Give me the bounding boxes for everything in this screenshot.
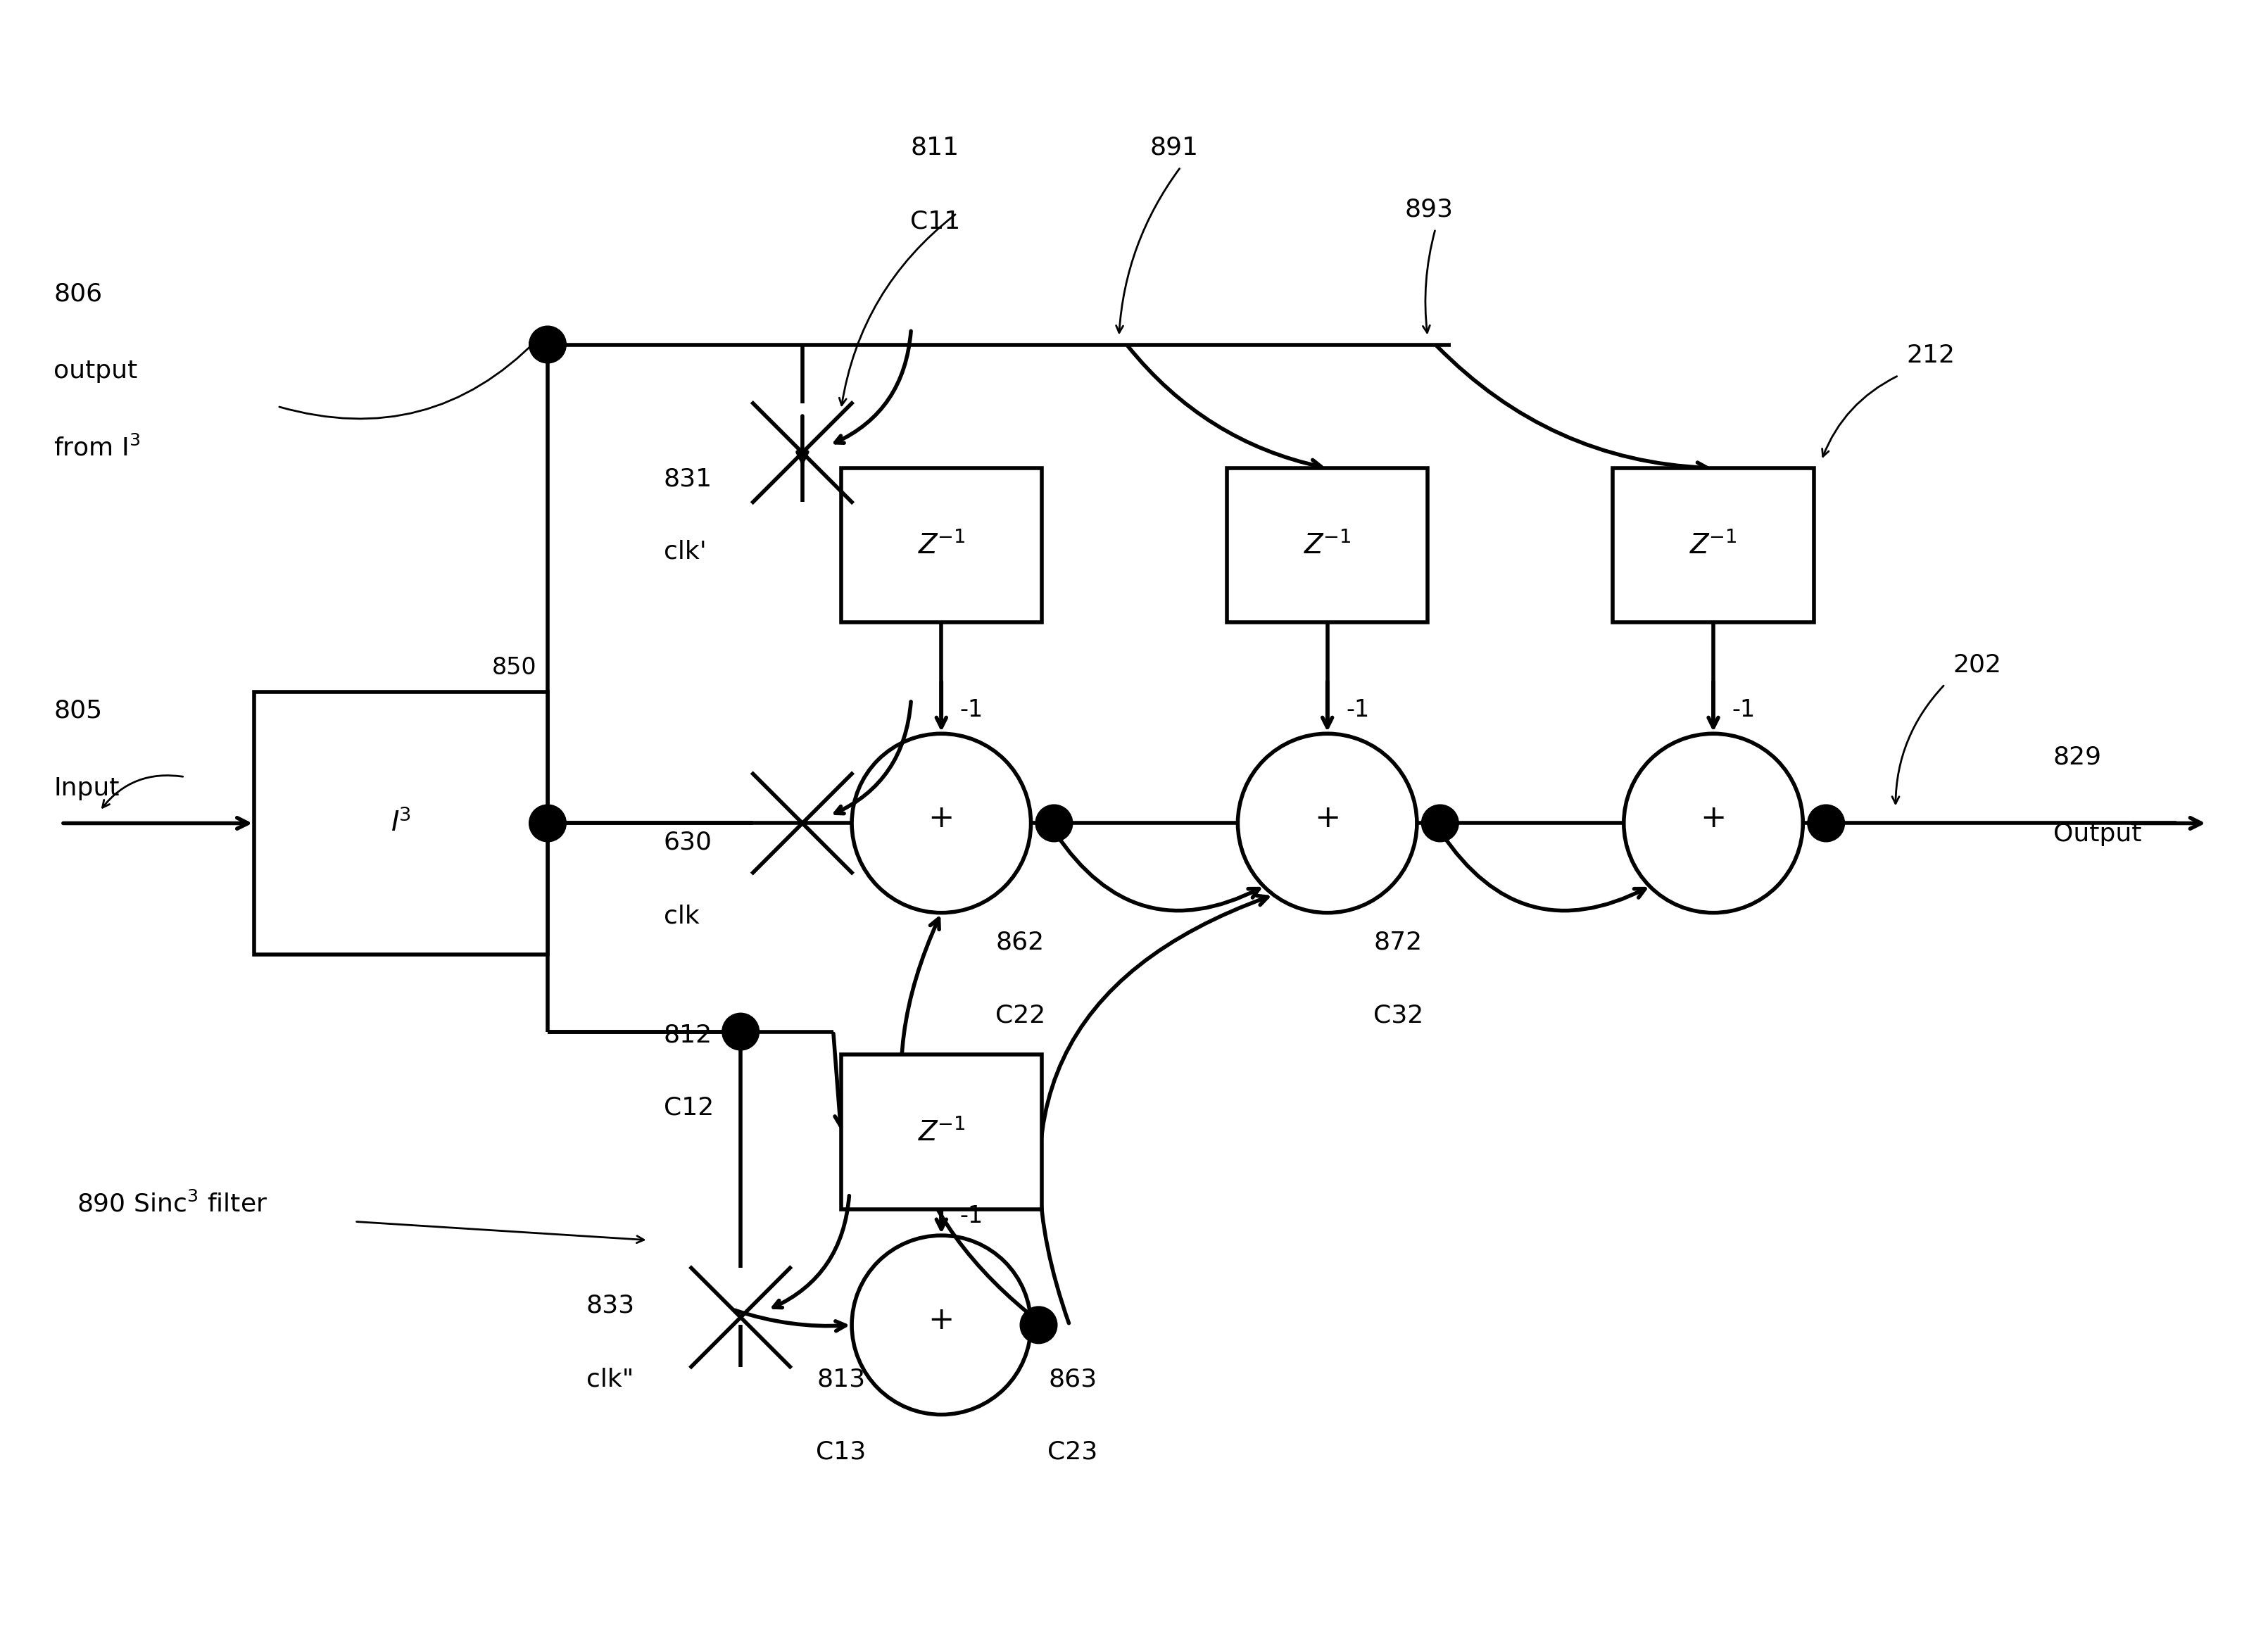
Text: +: +: [928, 804, 955, 833]
Text: Output: Output: [2053, 822, 2141, 846]
Text: C23: C23: [1048, 1440, 1098, 1465]
Text: +: +: [928, 1305, 955, 1336]
Circle shape: [1034, 804, 1073, 842]
Text: 829: 829: [2053, 745, 2100, 770]
Circle shape: [528, 326, 567, 364]
Text: 862: 862: [996, 931, 1043, 954]
Text: output: output: [54, 359, 138, 383]
Text: +: +: [1313, 804, 1340, 833]
Text: Z$^{-1}$: Z$^{-1}$: [1690, 532, 1737, 559]
Text: 833: 833: [585, 1293, 635, 1318]
Text: 811: 811: [909, 135, 959, 160]
Text: C12: C12: [662, 1096, 714, 1119]
Text: C32: C32: [1372, 1003, 1424, 1028]
Circle shape: [528, 804, 567, 842]
Bar: [841, 468, 1041, 623]
Text: +: +: [1699, 804, 1726, 833]
Text: 863: 863: [1048, 1367, 1098, 1391]
Circle shape: [1808, 804, 1844, 842]
Text: clk": clk": [585, 1367, 633, 1391]
Text: C11: C11: [909, 209, 959, 233]
Text: 212: 212: [1905, 344, 1955, 367]
Text: 813: 813: [816, 1367, 864, 1391]
Text: C13: C13: [816, 1440, 866, 1465]
Text: -1: -1: [959, 1205, 982, 1228]
Text: -1: -1: [1730, 698, 1755, 721]
Bar: [841, 1055, 1041, 1209]
Text: -1: -1: [1345, 698, 1370, 721]
Text: clk: clk: [662, 904, 699, 928]
Text: 893: 893: [1404, 197, 1454, 222]
Circle shape: [721, 1013, 760, 1050]
Circle shape: [1422, 804, 1458, 842]
Circle shape: [1021, 1306, 1057, 1344]
Text: 202: 202: [1953, 652, 2000, 677]
Text: 891: 891: [1150, 135, 1198, 160]
Text: Z$^{-1}$: Z$^{-1}$: [916, 1119, 964, 1145]
Text: Z$^{-1}$: Z$^{-1}$: [916, 532, 964, 559]
Bar: [1227, 468, 1427, 623]
Text: C22: C22: [996, 1003, 1046, 1028]
Text: 850: 850: [492, 656, 538, 680]
Bar: [1613, 468, 1812, 623]
Text: 806: 806: [54, 282, 102, 307]
Text: 831: 831: [662, 468, 712, 491]
Text: 812: 812: [662, 1023, 712, 1047]
Text: from I$^3$: from I$^3$: [54, 435, 141, 460]
Text: Z$^{-1}$: Z$^{-1}$: [1304, 532, 1352, 559]
Text: 890 Sinc$^3$ filter: 890 Sinc$^3$ filter: [77, 1192, 268, 1217]
Text: I$^3$: I$^3$: [390, 809, 411, 837]
Text: Input: Input: [54, 776, 120, 801]
Text: 805: 805: [54, 700, 102, 723]
Text: 872: 872: [1372, 931, 1422, 954]
Text: 630: 630: [662, 830, 712, 855]
Text: -1: -1: [959, 698, 982, 721]
Text: clk': clk': [662, 540, 705, 564]
Bar: [254, 692, 547, 954]
